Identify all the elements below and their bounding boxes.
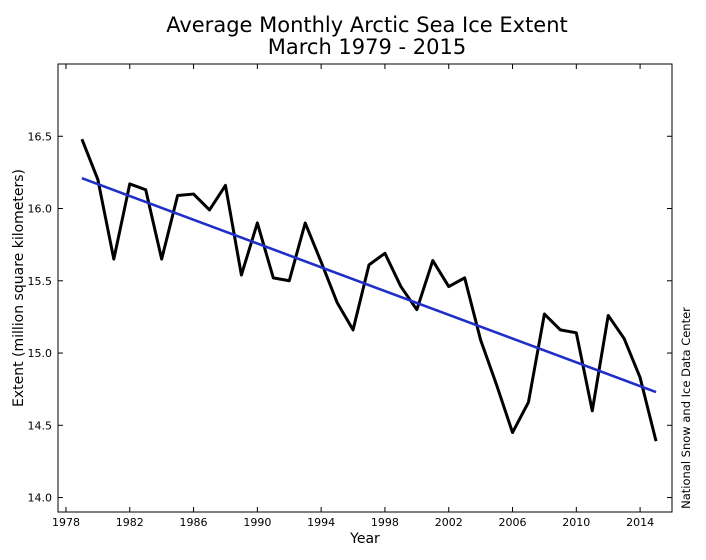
x-tick-label: 2014 [626,516,654,529]
x-tick-label: 1998 [371,516,399,529]
x-tick-label: 1982 [116,516,144,529]
chart-subtitle: March 1979 - 2015 [268,35,467,59]
y-tick-label: 14.0 [28,492,53,505]
chart-title: Average Monthly Arctic Sea Ice Extent [166,13,568,37]
x-axis-label: Year [349,531,380,547]
y-axis-label: Extent (million square kilometers) [11,169,27,407]
credit-text: National Snow and Ice Data Center [679,307,693,509]
x-tick-label: 2002 [435,516,463,529]
y-tick-label: 14.5 [28,419,53,432]
x-tick-label: 2010 [562,516,590,529]
y-tick-label: 16.0 [28,203,53,216]
x-tick-label: 1986 [180,516,208,529]
y-tick-label: 15.0 [28,347,53,360]
x-tick-label: 1990 [243,516,271,529]
plot-frame [57,63,673,513]
x-tick-label: 1994 [307,516,335,529]
x-tick-label: 1978 [52,516,80,529]
extent-series-line [80,138,658,442]
y-tick-label: 15.5 [28,275,53,288]
y-tick-label: 16.5 [28,130,53,143]
trend-line [81,176,657,394]
x-tick-label: 2006 [499,516,527,529]
